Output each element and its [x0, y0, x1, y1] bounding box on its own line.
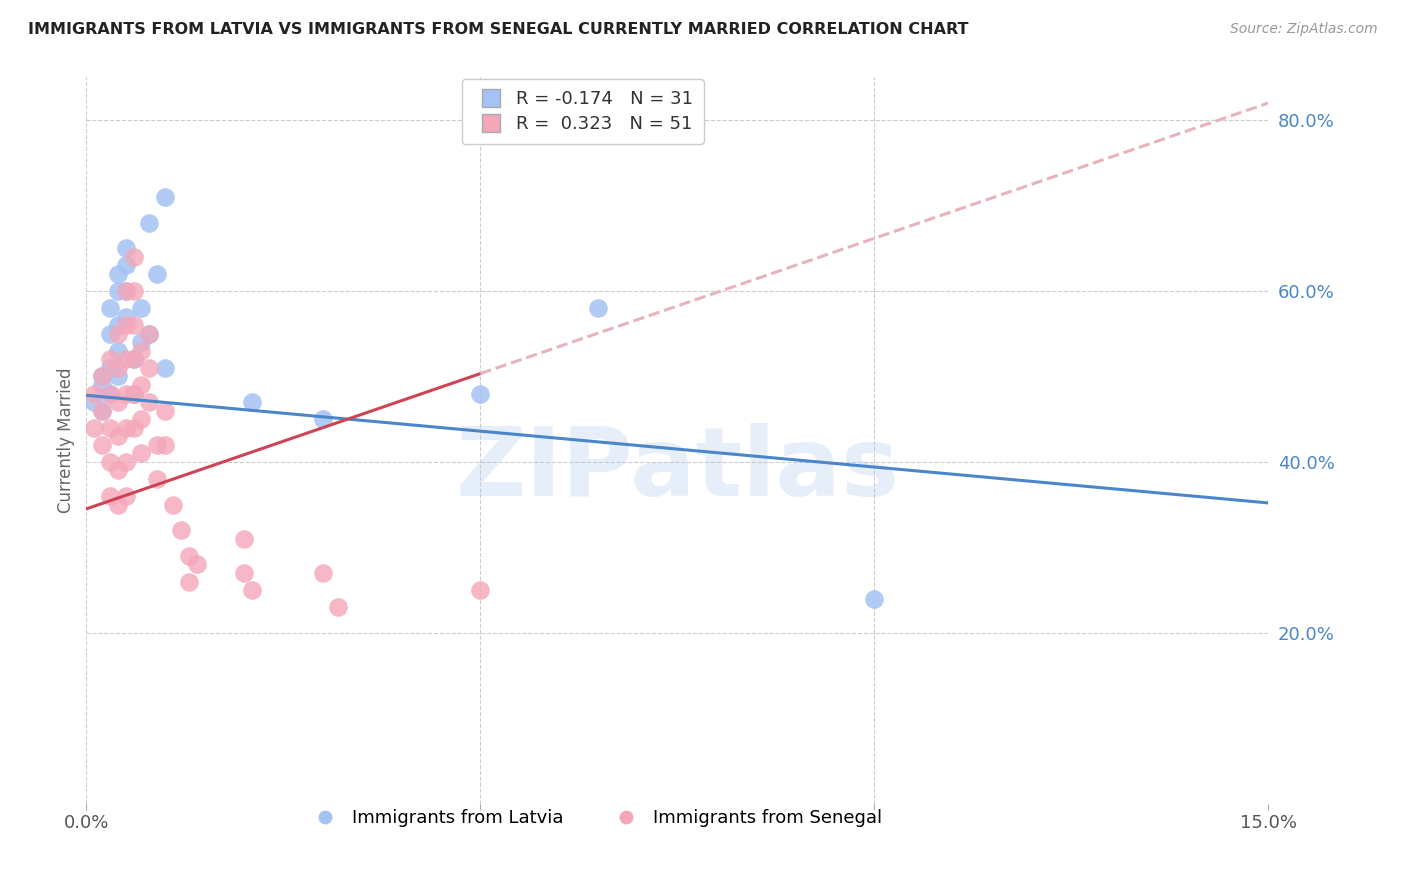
Point — [114, 318, 136, 333]
Point — [91, 403, 114, 417]
Point — [83, 421, 105, 435]
Point — [98, 421, 121, 435]
Y-axis label: Currently Married: Currently Married — [58, 368, 75, 513]
Point — [146, 267, 169, 281]
Point — [114, 455, 136, 469]
Point — [107, 498, 129, 512]
Point — [83, 386, 105, 401]
Point — [146, 438, 169, 452]
Point — [122, 284, 145, 298]
Point — [470, 386, 492, 401]
Point — [114, 284, 136, 298]
Point — [107, 429, 129, 443]
Point — [240, 583, 263, 598]
Point — [91, 369, 114, 384]
Point — [153, 360, 176, 375]
Point — [162, 498, 184, 512]
Point — [107, 463, 129, 477]
Point — [138, 326, 160, 341]
Point — [470, 583, 492, 598]
Text: Source: ZipAtlas.com: Source: ZipAtlas.com — [1230, 22, 1378, 37]
Point — [114, 489, 136, 503]
Point — [91, 369, 114, 384]
Point — [177, 549, 200, 563]
Point — [131, 412, 153, 426]
Text: ZIPatlas: ZIPatlas — [456, 423, 900, 516]
Point — [91, 438, 114, 452]
Point — [863, 591, 886, 606]
Point — [131, 301, 153, 315]
Point — [131, 446, 153, 460]
Point — [98, 301, 121, 315]
Point — [107, 395, 129, 409]
Point — [131, 335, 153, 350]
Point — [107, 267, 129, 281]
Point — [107, 326, 129, 341]
Point — [153, 438, 176, 452]
Point — [107, 369, 129, 384]
Point — [232, 532, 254, 546]
Point — [98, 352, 121, 367]
Point — [170, 523, 193, 537]
Point — [98, 455, 121, 469]
Point — [177, 574, 200, 589]
Text: IMMIGRANTS FROM LATVIA VS IMMIGRANTS FROM SENEGAL CURRENTLY MARRIED CORRELATION : IMMIGRANTS FROM LATVIA VS IMMIGRANTS FRO… — [28, 22, 969, 37]
Point — [138, 216, 160, 230]
Point — [122, 421, 145, 435]
Point — [91, 403, 114, 417]
Point — [107, 343, 129, 358]
Point — [98, 386, 121, 401]
Point — [98, 360, 121, 375]
Point — [146, 472, 169, 486]
Point — [114, 241, 136, 255]
Point — [98, 326, 121, 341]
Point — [91, 378, 114, 392]
Point — [114, 310, 136, 324]
Point — [138, 395, 160, 409]
Point — [138, 360, 160, 375]
Point — [122, 352, 145, 367]
Point — [232, 566, 254, 580]
Point — [122, 386, 145, 401]
Point — [588, 301, 610, 315]
Point — [138, 326, 160, 341]
Legend: Immigrants from Latvia, Immigrants from Senegal: Immigrants from Latvia, Immigrants from … — [299, 802, 890, 835]
Point — [311, 566, 333, 580]
Point — [98, 489, 121, 503]
Point — [122, 386, 145, 401]
Point — [83, 395, 105, 409]
Point — [114, 386, 136, 401]
Point — [122, 352, 145, 367]
Point — [131, 378, 153, 392]
Point — [122, 250, 145, 264]
Point — [114, 284, 136, 298]
Point — [131, 343, 153, 358]
Point — [114, 421, 136, 435]
Point — [114, 259, 136, 273]
Point — [122, 318, 145, 333]
Point — [107, 318, 129, 333]
Point — [98, 386, 121, 401]
Point — [186, 558, 208, 572]
Point — [240, 395, 263, 409]
Point — [311, 412, 333, 426]
Point — [153, 403, 176, 417]
Point — [153, 190, 176, 204]
Point — [114, 352, 136, 367]
Point — [107, 284, 129, 298]
Point — [328, 600, 350, 615]
Point — [107, 360, 129, 375]
